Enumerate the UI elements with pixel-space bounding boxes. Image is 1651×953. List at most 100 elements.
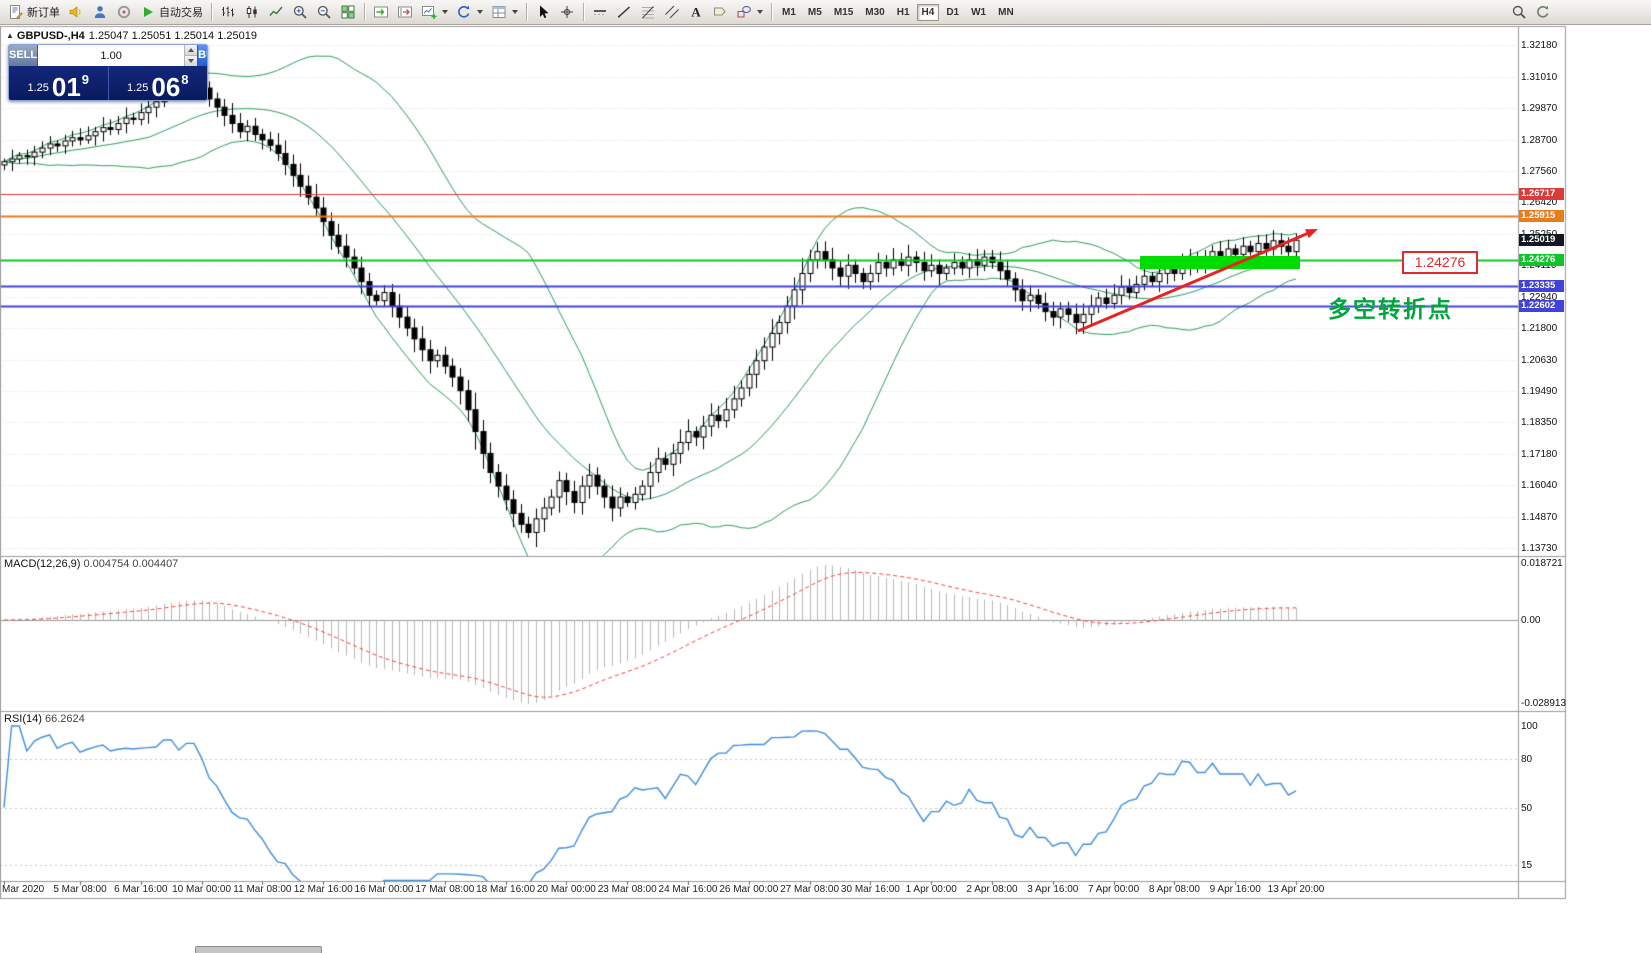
ring-icon	[116, 4, 132, 20]
time-axis-label: 8 Apr 08:00	[1148, 884, 1200, 895]
trade-panel-divider	[107, 66, 109, 100]
community-button[interactable]	[112, 2, 136, 22]
support-zone-annotation[interactable]	[1140, 256, 1300, 269]
price-scale-label: 1.17180	[1521, 448, 1558, 460]
rsi-title: RSI(14)	[4, 713, 42, 725]
time-axis-label: 26 Mar 00:00	[719, 884, 779, 895]
turning-point-text[interactable]: 多空转折点	[1328, 296, 1453, 322]
zoom-in-button[interactable]	[288, 2, 312, 22]
time-axis-label: 30 Mar 16:00	[840, 884, 900, 895]
linechart-icon	[268, 4, 284, 20]
price-scale-label: 1.21800	[1521, 322, 1558, 334]
arrows-tool-button[interactable]	[708, 2, 732, 22]
horizontal-line-tool-button[interactable]	[588, 2, 612, 22]
timeframe-d1-button[interactable]: D1	[946, 6, 960, 18]
newchart-icon	[421, 4, 437, 20]
trendline-tool-button[interactable]	[612, 2, 636, 22]
price-tag-1.25915: 1.25915	[1519, 209, 1564, 222]
textA-icon: A	[688, 4, 704, 20]
new-chart-dropdown[interactable]	[417, 2, 452, 22]
new-order-icon	[8, 4, 24, 20]
symbol-period-label: GBPUSD-,H4	[16, 30, 85, 42]
bar-chart-button[interactable]	[216, 2, 240, 22]
time-axis-label: 6 Mar 16:00	[114, 884, 168, 895]
buy-price-big: 06	[151, 72, 181, 101]
timeframe-mn-button[interactable]: MN	[998, 6, 1014, 18]
volume-down-button[interactable]	[185, 56, 198, 66]
candlestick-chart-button[interactable]	[240, 2, 264, 22]
macd-title: MACD(12,26,9)	[4, 558, 81, 570]
auto-scroll-button[interactable]	[369, 2, 393, 22]
price-scale-label: 1.29870	[1521, 102, 1558, 114]
price-scale-label: 1.19490	[1521, 385, 1558, 397]
price-scale-label: 1.32180	[1521, 40, 1558, 51]
buy-button[interactable]: BUY	[197, 45, 207, 66]
macd-values: 0.004754 0.004407	[83, 558, 179, 570]
crosshair-tool-button[interactable]	[555, 2, 579, 22]
price-scale-label: 1.14870	[1521, 511, 1558, 523]
line-chart-button[interactable]	[264, 2, 288, 22]
rsi-value: 66.2624	[44, 713, 85, 725]
candles-icon	[244, 4, 260, 20]
tile-windows-button[interactable]	[336, 2, 360, 22]
refresh-button[interactable]	[1531, 2, 1555, 22]
alerts-button[interactable]	[64, 2, 88, 22]
price-scale-label: 1.26420	[1521, 197, 1558, 209]
accounts-button[interactable]	[88, 2, 112, 22]
new-order-button[interactable]: 新订单	[4, 2, 64, 22]
dropdown-arrow-icon	[477, 10, 483, 14]
timeframe-m15-button[interactable]: M15	[833, 6, 854, 18]
autotrading-button[interactable]: 自动交易	[136, 2, 207, 22]
zoom-out-icon	[316, 4, 332, 20]
templates-dropdown[interactable]	[487, 2, 522, 22]
price-scale-label: 1.27560	[1521, 165, 1558, 177]
volume-up-button[interactable]	[185, 45, 198, 56]
buy-price[interactable]: 1.25 06 8	[109, 66, 208, 100]
timeframe-m5-button[interactable]: M5	[807, 6, 822, 18]
time-axis-label: 9 Apr 16:00	[1209, 884, 1261, 895]
one-click-toggle-icon[interactable]: ▲	[6, 31, 14, 40]
shapes-dropdown[interactable]	[732, 2, 767, 22]
channel-tool-button[interactable]	[660, 2, 684, 22]
horizontal-scrollbar-thumb[interactable]	[195, 946, 322, 953]
timeframe-w1-button[interactable]: W1	[971, 6, 987, 18]
channel-icon	[664, 4, 680, 20]
play-icon	[140, 4, 156, 20]
rsi-scale-label: 50	[1521, 802, 1533, 814]
cursor-tool-button[interactable]	[531, 2, 555, 22]
timeframe-m30-button[interactable]: M30	[865, 6, 885, 18]
volume-input[interactable]	[38, 45, 185, 66]
sell-price[interactable]: 1.25 01 9	[9, 66, 108, 100]
toolbar-separator	[526, 3, 527, 21]
profiles-dropdown[interactable]	[452, 2, 487, 22]
timeframe-h1-button[interactable]: H1	[896, 6, 910, 18]
fibonacci-tool-button[interactable]	[636, 2, 660, 22]
rsi-indicator-label: RSI(14) 66.2624	[4, 713, 85, 725]
label-icon	[712, 4, 728, 20]
cycle2-icon	[1535, 4, 1551, 20]
sell-button[interactable]: SELL	[9, 45, 39, 66]
timeframe-m1-button[interactable]: M1	[782, 6, 796, 18]
time-axis-label: 24 Mar 16:00	[658, 884, 718, 895]
price-callout-annotation[interactable]: 1.24276	[1402, 251, 1478, 274]
chart-header: ▲ GBPUSD-,H4 1.25047 1.25051 1.25014 1.250…	[6, 30, 257, 42]
cursor-icon	[535, 4, 551, 20]
zoom-out-button[interactable]	[312, 2, 336, 22]
bars-icon	[220, 4, 236, 20]
price-tag-1.26717: 1.26717	[1519, 187, 1564, 200]
fibo-icon	[640, 4, 656, 20]
time-axis-label: 3 Apr 16:00	[1027, 884, 1079, 895]
chart-shift-button[interactable]	[393, 2, 417, 22]
rsi-scale-label: 100	[1521, 721, 1538, 732]
text-tool-button[interactable]: A	[684, 2, 708, 22]
rsi-scale-label: 80	[1521, 753, 1533, 765]
time-axis-label: 11 Mar 08:00	[233, 884, 292, 895]
time-axis-label: 27 Mar 08:00	[780, 884, 840, 895]
symbol-search-button[interactable]	[1507, 2, 1531, 22]
toolbar-separator	[211, 3, 212, 21]
time-axis-label: 10 Mar 00:00	[172, 884, 232, 895]
trendline-icon	[616, 4, 632, 20]
timeframe-h4-button[interactable]: H4	[916, 3, 940, 21]
